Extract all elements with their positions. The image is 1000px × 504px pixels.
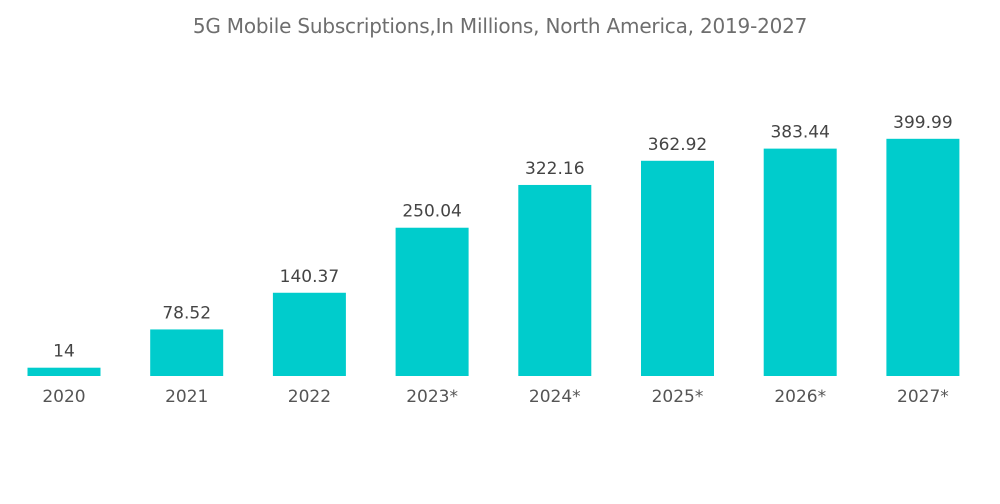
x-tick-label: 2026*	[774, 387, 826, 407]
bar-2025-forecast	[641, 160, 714, 376]
bar-2022	[272, 292, 346, 376]
x-tick-label: 2023*	[406, 387, 458, 407]
x-tick-label: 2020	[42, 387, 85, 407]
bar-2023-forecast	[395, 227, 469, 376]
value-label: 250.04	[402, 202, 461, 222]
bar-2027-forecast	[886, 138, 960, 376]
x-axis-ticks: 2020 2021 2022 2023* 2024* 2025* 2026* 2027*	[42, 387, 948, 407]
bars-group	[27, 138, 960, 376]
value-label: 383.44	[770, 123, 829, 143]
value-label: 14	[53, 342, 75, 362]
bar-2021	[150, 329, 224, 376]
value-label: 78.52	[162, 303, 211, 323]
chart-title: 5G Mobile Subscriptions,In Millions, Nor…	[192, 14, 808, 38]
bar-2020	[27, 367, 101, 376]
value-label: 399.99	[893, 113, 952, 133]
x-tick-label: 2021	[165, 387, 208, 407]
value-label: 140.37	[280, 267, 339, 287]
x-tick-label: 2022	[288, 387, 331, 407]
value-label: 322.16	[525, 159, 584, 179]
value-labels-group: 14 78.52 140.37 250.04 322.16 362.92 383.44 399…	[53, 113, 952, 362]
bar-2024-forecast	[518, 184, 592, 376]
x-tick-label: 2027*	[897, 387, 949, 407]
bar-2026-forecast	[763, 148, 837, 376]
x-tick-label: 2025*	[652, 387, 704, 407]
value-label: 362.92	[648, 135, 707, 155]
x-tick-label: 2024*	[529, 387, 581, 407]
